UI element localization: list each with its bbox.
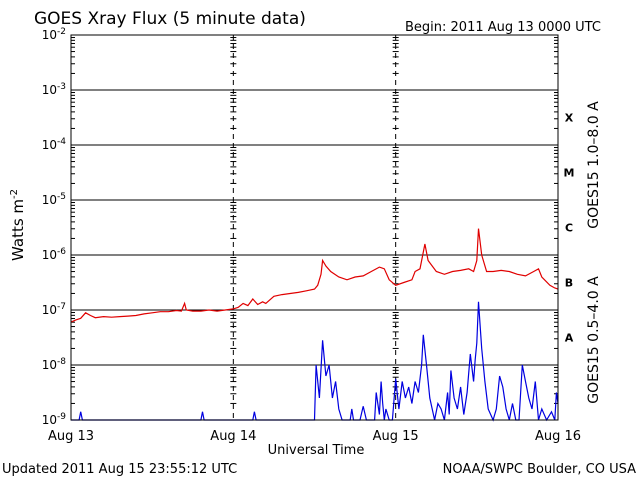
y-tick-labels: 10-2 10-3 10-4 10-5 10-6 10-7 10-8 10-9 xyxy=(42,27,67,427)
y-tick-label: 10-3 xyxy=(42,82,66,97)
series-lines xyxy=(70,228,559,422)
flare-class-label: B xyxy=(565,277,573,290)
updated-timestamp: Updated 2011 Aug 15 23:55:12 UTC xyxy=(2,462,237,477)
y-axis-title: Watts m-2 xyxy=(9,189,27,261)
y-tick-label: 10-4 xyxy=(42,137,67,152)
x-tick-label: Aug 16 xyxy=(535,429,581,444)
plot-frame xyxy=(70,34,559,421)
x-tick-label: Aug 15 xyxy=(373,429,419,444)
series-line-long xyxy=(70,228,559,323)
x-axis-title: Universal Time xyxy=(268,443,365,458)
flare-class-label: M xyxy=(564,167,575,180)
y-tick-label: 10-6 xyxy=(42,247,67,262)
x-tick-label: Aug 13 xyxy=(48,429,94,444)
flare-class-label: A xyxy=(565,332,574,345)
flare-class-label: X xyxy=(565,112,574,125)
x-tick-label: Aug 14 xyxy=(210,429,256,444)
y-tick-label: 10-5 xyxy=(42,192,66,207)
flare-class-labels: X M C B A xyxy=(564,112,575,345)
x-tick-labels: Aug 13 Aug 14 Aug 15 Aug 16 xyxy=(48,429,581,444)
y-tick-label: 10-7 xyxy=(42,302,66,317)
begin-label: Begin: 2011 Aug 13 0000 UTC xyxy=(405,20,601,35)
legend-series-long: GOES15 1.0–8.0 A xyxy=(586,101,602,229)
chart-title: GOES Xray Flux (5 minute data) xyxy=(34,9,306,29)
credit-label: NOAA/SWPC Boulder, CO USA xyxy=(443,462,636,477)
y-tick-label: 10-8 xyxy=(42,357,67,372)
flare-class-label: C xyxy=(565,222,573,235)
grid-lines xyxy=(71,35,558,420)
y-tick-label: 10-2 xyxy=(42,27,66,42)
series-line-short xyxy=(71,301,559,422)
y-tick-label: 10-9 xyxy=(42,412,67,427)
y-minor-ticks xyxy=(71,37,558,404)
legend-series-short: GOES15 0.5–4.0 A xyxy=(586,276,602,404)
